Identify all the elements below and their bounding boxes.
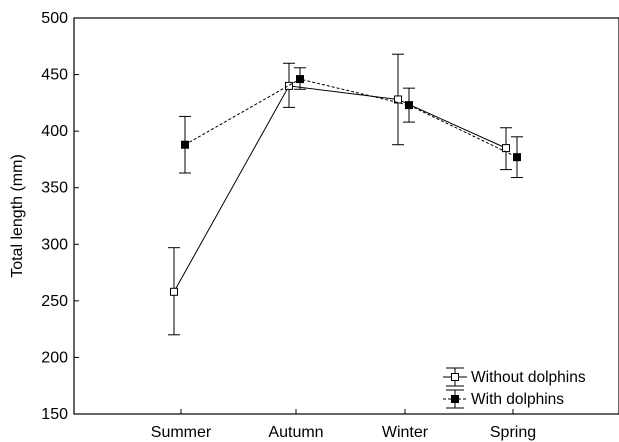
plot-frame (73, 17, 619, 415)
legend: Without dolphins With dolphins (443, 367, 586, 409)
data-point (181, 140, 189, 149)
x-tick-label: Winter (382, 424, 429, 441)
y-tick-label: 400 (41, 123, 68, 140)
series-line (173, 85, 507, 293)
data-point (170, 287, 178, 296)
x-tick-label: Spring (490, 424, 536, 441)
y-tick-label: 300 (41, 236, 68, 253)
x-tick-label: Summer (151, 424, 212, 441)
y-tick-label: 150 (41, 406, 68, 423)
y-axis-title: Total length (mm) (9, 154, 26, 278)
legend-marker (451, 373, 459, 381)
y-tick-label: 500 (41, 10, 68, 27)
legend-marker (451, 395, 459, 403)
data-point (285, 81, 293, 90)
y-tick-label: 350 (41, 180, 68, 197)
legend-label: Without dolphins (471, 369, 586, 386)
y-tick-label: 200 (41, 349, 68, 366)
data-point (513, 153, 521, 162)
data-point (405, 101, 413, 110)
series-layer (168, 53, 523, 336)
data-point (394, 95, 402, 104)
y-axis-ticks: 150 200 250 300 350 400 450 500 (41, 10, 79, 423)
legend-label: With dolphins (471, 391, 564, 408)
series-without-dolphins (168, 53, 512, 336)
data-point (502, 144, 510, 153)
series-line (184, 78, 518, 158)
y-tick-label: 450 (41, 67, 68, 84)
data-point (296, 75, 304, 84)
x-tick-label: Autumn (268, 424, 323, 441)
y-tick-label: 250 (41, 293, 68, 310)
x-axis-ticks: Summer Autumn Winter Spring (151, 409, 536, 441)
series-with-dolphins (179, 67, 523, 179)
